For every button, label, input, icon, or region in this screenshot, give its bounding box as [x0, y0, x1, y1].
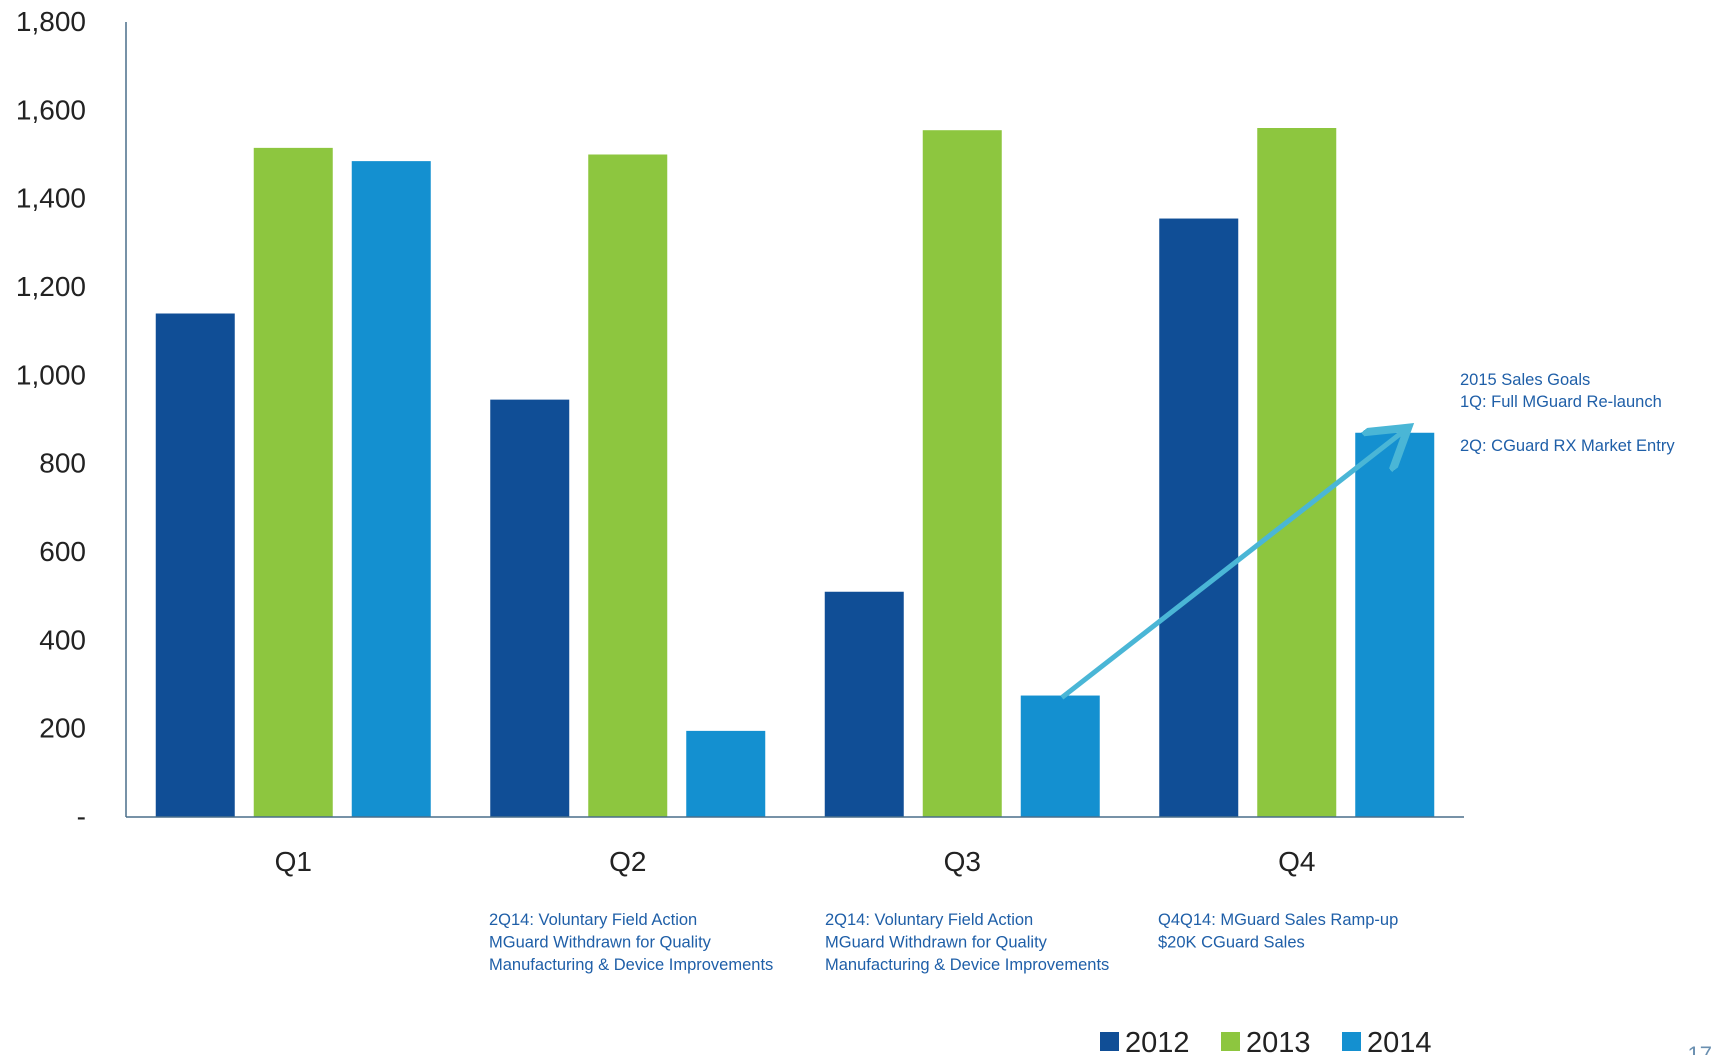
y-tick-label: 1,200 — [16, 271, 86, 302]
y-tick-label: 600 — [39, 536, 86, 567]
legend: 2012 2013 2014 — [1100, 1027, 1432, 1055]
annotations: 2Q14: Voluntary Field Action MGuard Withd… — [489, 371, 1675, 974]
q2-annotation-line: 2Q14: Voluntary Field Action — [489, 911, 697, 929]
bar-q4-2013 — [1257, 128, 1337, 817]
legend-swatch-2013 — [1221, 1032, 1240, 1051]
bar-q3-2014 — [1020, 695, 1100, 817]
q4-annotation-line: Q4Q14: MGuard Sales Ramp-up — [1158, 911, 1398, 929]
bar-q2-2014 — [686, 730, 766, 817]
y-tick-label: 400 — [39, 624, 86, 655]
bar-q1-2013 — [253, 147, 333, 817]
legend-swatch-2012 — [1100, 1032, 1119, 1051]
y-tick-label: 1,600 — [16, 94, 86, 125]
bar-q2-2013 — [588, 154, 668, 817]
bars-layer — [155, 128, 1435, 818]
x-tick-label-q3: Q3 — [944, 846, 981, 877]
x-tick-label-q1: Q1 — [275, 846, 312, 877]
x-tick-label-q2: Q2 — [609, 846, 646, 877]
trend-arrow-layer — [1060, 431, 1404, 700]
page-number: 17 — [1688, 1042, 1712, 1055]
q3-annotation-line: 2Q14: Voluntary Field Action — [825, 911, 1033, 929]
y-tick-label: 1,000 — [16, 359, 86, 390]
legend-swatch-2014 — [1342, 1032, 1361, 1051]
bar-q1-2012 — [155, 313, 235, 817]
q4-annotation-line: $20K CGuard Sales — [1158, 934, 1305, 952]
bar-q4-2012 — [1159, 218, 1239, 817]
y-tick-labels: - 200 400 600 800 1,000 1,200 1,400 1,600 1,800 — [16, 6, 86, 832]
legend-label-2014: 2014 — [1367, 1027, 1432, 1055]
q2-annotation-line: MGuard Withdrawn for Quality — [489, 934, 712, 952]
q3-annotation-line: MGuard Withdrawn for Quality — [825, 934, 1048, 952]
bar-q2-2012 — [490, 399, 570, 817]
trend-arrow — [1060, 431, 1404, 700]
bar-q4-2014 — [1355, 432, 1435, 817]
bar-q3-2013 — [922, 130, 1002, 818]
x-tick-label-q4: Q4 — [1278, 846, 1315, 877]
q3-annotation-line: Manufacturing & Device Improvements — [825, 956, 1109, 974]
sales-goals-annotation-line: 2Q: CGuard RX Market Entry — [1460, 437, 1675, 455]
y-tick-label: 800 — [39, 448, 86, 479]
y-tick-label: 1,800 — [16, 6, 86, 37]
sales-goals-annotation-line: 2015 Sales Goals — [1460, 371, 1590, 389]
axis-layer — [125, 22, 1464, 818]
q2-annotation-line: Manufacturing & Device Improvements — [489, 956, 773, 974]
x-tick-labels: Q1 Q2 Q3 Q4 — [275, 846, 1316, 877]
bar-q3-2012 — [824, 591, 904, 817]
sales-goals-annotation-line: 1Q: Full MGuard Re-launch — [1460, 393, 1662, 411]
y-tick-label: 1,400 — [16, 183, 86, 214]
legend-label-2012: 2012 — [1125, 1027, 1190, 1055]
y-tick-label: 200 — [39, 713, 86, 744]
y-tick-label: - — [77, 801, 86, 832]
bar-q1-2014 — [351, 161, 431, 817]
legend-label-2013: 2013 — [1246, 1027, 1311, 1055]
